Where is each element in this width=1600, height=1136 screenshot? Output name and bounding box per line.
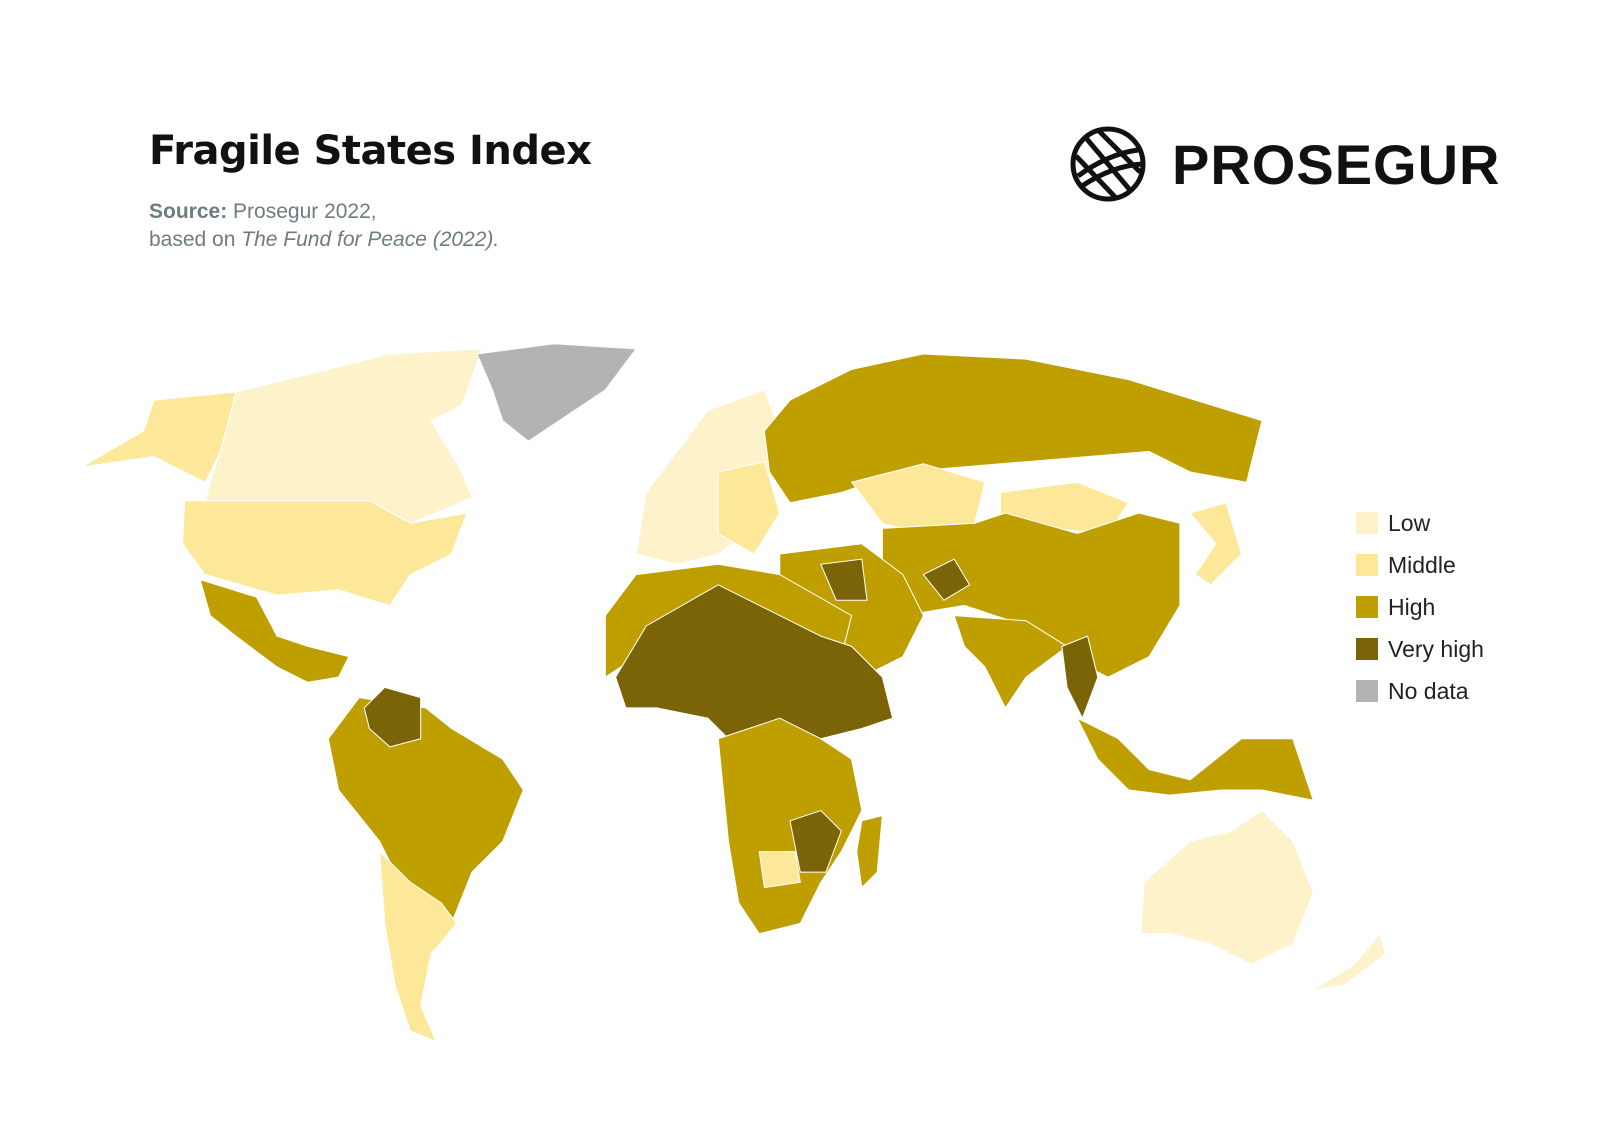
country-region <box>789 809 842 873</box>
title: Fragile States Index <box>149 128 592 174</box>
legend-swatch <box>1356 638 1378 660</box>
country-region <box>953 615 1068 709</box>
legend-swatch <box>1356 512 1378 534</box>
country-region <box>615 584 894 781</box>
country-region <box>199 578 350 683</box>
country-region <box>763 353 1263 504</box>
legend-swatch <box>1356 596 1378 618</box>
legend-label: Very high <box>1388 635 1484 662</box>
legend-item: Very high <box>1356 628 1484 670</box>
legend-swatch <box>1356 554 1378 576</box>
legend-item: High <box>1356 586 1484 628</box>
logo-icon <box>1070 126 1146 202</box>
legend-swatch <box>1356 680 1378 702</box>
source-label: Source: <box>149 200 228 223</box>
country-region <box>379 850 458 1043</box>
legend-label: Low <box>1388 509 1431 536</box>
country-region <box>1076 717 1315 801</box>
country-region <box>363 686 422 748</box>
source-text: Prosegur 2022, <box>233 200 377 223</box>
reference: The Fund for Peace (2022). <box>241 228 500 251</box>
country-region <box>1189 502 1243 586</box>
country-region <box>856 814 883 889</box>
based-on: based on <box>149 228 236 251</box>
legend-item: Low <box>1356 502 1484 544</box>
country-region <box>820 558 868 601</box>
country-region <box>1140 809 1314 966</box>
country-region <box>758 851 801 889</box>
country-region <box>204 348 483 524</box>
legend-item: Middle <box>1356 544 1484 586</box>
country-region <box>881 512 1181 678</box>
country-region <box>717 461 781 555</box>
country-region <box>1313 932 1386 991</box>
country-region <box>922 558 971 601</box>
source-line: Source: Prosegur 2022, <box>149 198 499 226</box>
country-region <box>1061 635 1099 720</box>
country-region <box>182 500 468 606</box>
legend-label: No data <box>1388 677 1469 704</box>
source: Source: Prosegur 2022, based on The Fund… <box>149 198 499 254</box>
legend-label: Middle <box>1388 551 1456 578</box>
legend-item: No data <box>1356 670 1484 712</box>
legend-label: High <box>1388 593 1436 620</box>
country-region <box>717 717 863 935</box>
legend: Low Middle High Very high No data <box>1356 502 1484 712</box>
source-line: based on The Fund for Peace (2022). <box>149 226 499 254</box>
country-region <box>476 343 638 442</box>
logo-text: PROSEGUR <box>1172 133 1501 196</box>
country-region <box>81 391 237 483</box>
country-region <box>327 697 524 925</box>
